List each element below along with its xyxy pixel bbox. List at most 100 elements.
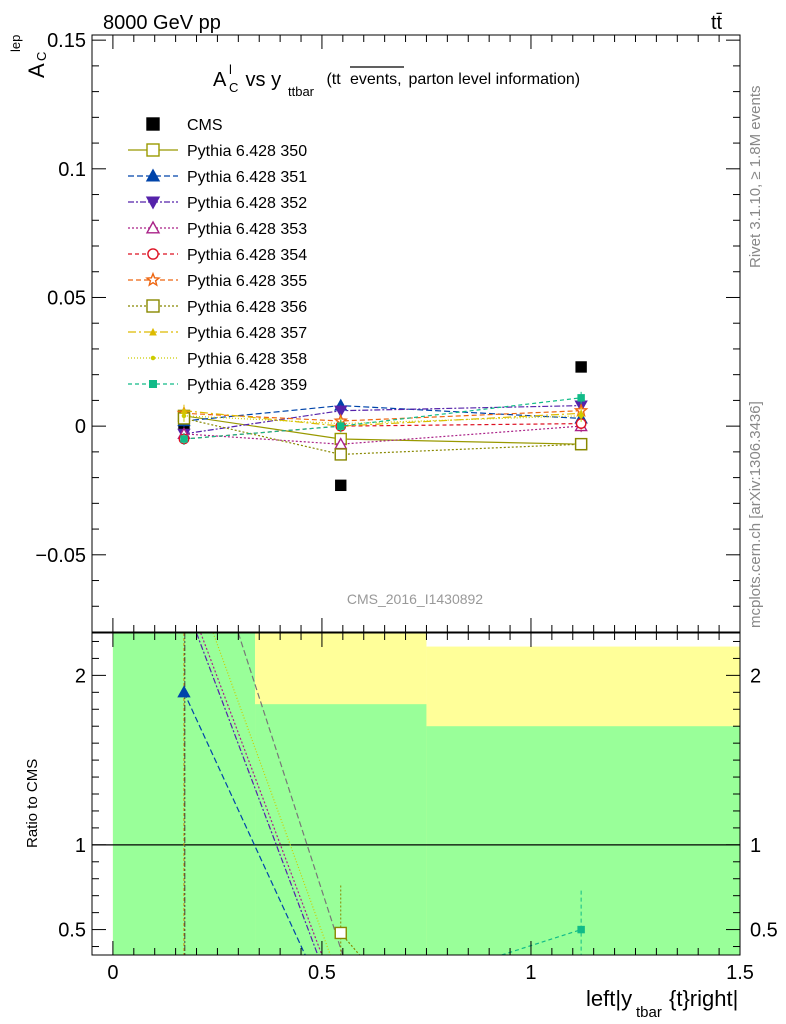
legend-marker bbox=[149, 327, 157, 336]
legend-entry: Pythia 6.428 350 bbox=[128, 143, 307, 160]
legend-marker bbox=[145, 271, 161, 287]
legend-marker bbox=[150, 355, 156, 361]
x-axis-label: left|y tbar {t}right| bbox=[586, 986, 738, 1021]
legend-marker bbox=[145, 220, 161, 234]
ratio-series-line bbox=[237, 633, 344, 955]
y-tick-label: −0.05 bbox=[35, 545, 86, 567]
main-y-label: A lep C bbox=[8, 35, 49, 78]
ratio-marker bbox=[177, 685, 191, 698]
main-series-layer bbox=[176, 361, 589, 492]
data-point bbox=[578, 413, 584, 419]
ratio-y-tick-label-right: 0.5 bbox=[750, 920, 778, 942]
ratio-y-tick-label-left: 2 bbox=[75, 665, 86, 687]
main-frame bbox=[91, 34, 741, 633]
title-paren: (tt bbox=[322, 71, 341, 88]
main-panel: −0.05 0 0.05 0.1 0.15 CMS Pythia 6.428 350 Pyt… bbox=[8, 30, 741, 633]
legend-label: Pythia 6.428 357 bbox=[187, 325, 307, 342]
legend-marker bbox=[146, 117, 160, 131]
x-tick-label: 0 bbox=[107, 962, 118, 984]
legend-marker bbox=[148, 380, 157, 389]
x-tick-label: 0.5 bbox=[308, 962, 336, 984]
x-tick-label: 1.5 bbox=[726, 962, 754, 984]
y-label-symbol: A bbox=[24, 63, 49, 78]
ratio-lines bbox=[177, 633, 585, 955]
title-subscript: C bbox=[229, 80, 238, 95]
data-point bbox=[574, 437, 588, 451]
x-label-main: left|y bbox=[586, 986, 632, 1011]
y-tick-label: 0.05 bbox=[47, 287, 86, 309]
legend-entry: Pythia 6.428 358 bbox=[128, 351, 307, 368]
legend-entry: Pythia 6.428 359 bbox=[128, 377, 307, 394]
ratio-series-line bbox=[195, 633, 319, 955]
energy-label: 8000 GeV pp bbox=[103, 12, 221, 34]
title-symbol: A bbox=[213, 69, 227, 91]
legend-label: Pythia 6.428 353 bbox=[187, 221, 307, 238]
y-tick-label: 0.1 bbox=[58, 159, 86, 181]
y-label-superscript: lep bbox=[8, 35, 23, 52]
y-tick-label: 0 bbox=[75, 416, 86, 438]
ratio-panel: 0.5 0.5 1 1 2 2 0 0.5 1 1.5 Ratio to CMS left|y t… bbox=[24, 632, 778, 1021]
legend: CMS Pythia 6.428 350 Pythia 6.428 351 Pythi… bbox=[128, 117, 307, 394]
legend-entry: Pythia 6.428 351 bbox=[128, 168, 307, 186]
title-subscript-2: ttbar bbox=[288, 84, 315, 99]
legend-entry: Pythia 6.428 355 bbox=[128, 271, 307, 290]
title-tail: parton level information) bbox=[404, 71, 580, 88]
ratio-y-tick-label-left: 0.5 bbox=[58, 920, 86, 942]
data-point bbox=[334, 448, 347, 461]
ratio-inner-band bbox=[426, 726, 740, 955]
legend-marker bbox=[147, 248, 159, 260]
legend-marker bbox=[145, 168, 161, 182]
ratio-y-label: Ratio to CMS bbox=[24, 759, 41, 848]
legend-label: Pythia 6.428 352 bbox=[187, 195, 307, 212]
ratio-marker bbox=[334, 926, 347, 940]
legend-marker bbox=[145, 196, 161, 210]
rivet-label: Rivet 3.1.10, ≥ 1.8M events bbox=[747, 86, 764, 269]
x-label-subscript: tbar bbox=[636, 1004, 662, 1021]
series-line bbox=[183, 410, 582, 427]
series-10 bbox=[180, 391, 585, 446]
legend-label: Pythia 6.428 354 bbox=[187, 247, 307, 264]
legend-label: Pythia 6.428 350 bbox=[187, 143, 307, 160]
legend-entry: Pythia 6.428 353 bbox=[128, 220, 307, 238]
analysis-id: CMS_2016_I1430892 bbox=[347, 591, 483, 607]
legend-label: Pythia 6.428 356 bbox=[187, 299, 307, 316]
y-label-subscript: C bbox=[34, 52, 49, 61]
data-point bbox=[337, 422, 345, 430]
legend-entry: CMS bbox=[146, 117, 223, 134]
data-point bbox=[335, 479, 347, 492]
data-point bbox=[181, 413, 187, 419]
legend-entry: Pythia 6.428 352 bbox=[128, 195, 307, 212]
x-tick-label: 1 bbox=[525, 962, 536, 984]
title-vs: vs y bbox=[240, 69, 281, 91]
ratio-axis-ticks: 0.5 0.5 1 1 2 2 0 0.5 1 1.5 bbox=[58, 633, 778, 984]
ratio-y-tick-label-right: 1 bbox=[750, 835, 761, 857]
ratio-y-tick-label-right: 2 bbox=[750, 665, 761, 687]
y-tick-label: 0.15 bbox=[47, 30, 86, 52]
data-point bbox=[577, 394, 585, 402]
x-label-rest: {t}right| bbox=[669, 986, 738, 1011]
legend-label: Pythia 6.428 358 bbox=[187, 351, 307, 368]
legend-entry: Pythia 6.428 356 bbox=[128, 299, 307, 316]
ratio-inner-band bbox=[255, 704, 427, 955]
main-axis-ticks: −0.05 0 0.05 0.1 0.15 bbox=[35, 30, 741, 633]
ratio-series-line bbox=[200, 633, 323, 955]
ratio-series-line bbox=[212, 633, 331, 955]
data-point bbox=[575, 361, 587, 373]
legend-label: Pythia 6.428 351 bbox=[187, 169, 307, 186]
legend-marker bbox=[146, 299, 160, 313]
ratio-y-tick-label-left: 1 bbox=[75, 835, 86, 857]
ratio-series-line bbox=[183, 692, 306, 955]
legend-entry: Pythia 6.428 357 bbox=[128, 325, 307, 342]
process-label: tt̄ bbox=[711, 12, 723, 34]
ratio-bands bbox=[92, 633, 740, 955]
legend-entry: Pythia 6.428 354 bbox=[128, 247, 307, 264]
title-overlined: events, bbox=[350, 71, 402, 88]
legend-label: CMS bbox=[187, 117, 223, 134]
title-superscript: l bbox=[229, 62, 232, 77]
legend-label: Pythia 6.428 359 bbox=[187, 377, 307, 394]
mcplots-label: mcplots.cern.ch [arXiv:1306.3436] bbox=[747, 401, 764, 628]
ratio-marker bbox=[577, 925, 585, 934]
main-title: A l C vs y ttbar (tt events, parton leve… bbox=[213, 62, 580, 99]
data-point bbox=[334, 405, 348, 418]
